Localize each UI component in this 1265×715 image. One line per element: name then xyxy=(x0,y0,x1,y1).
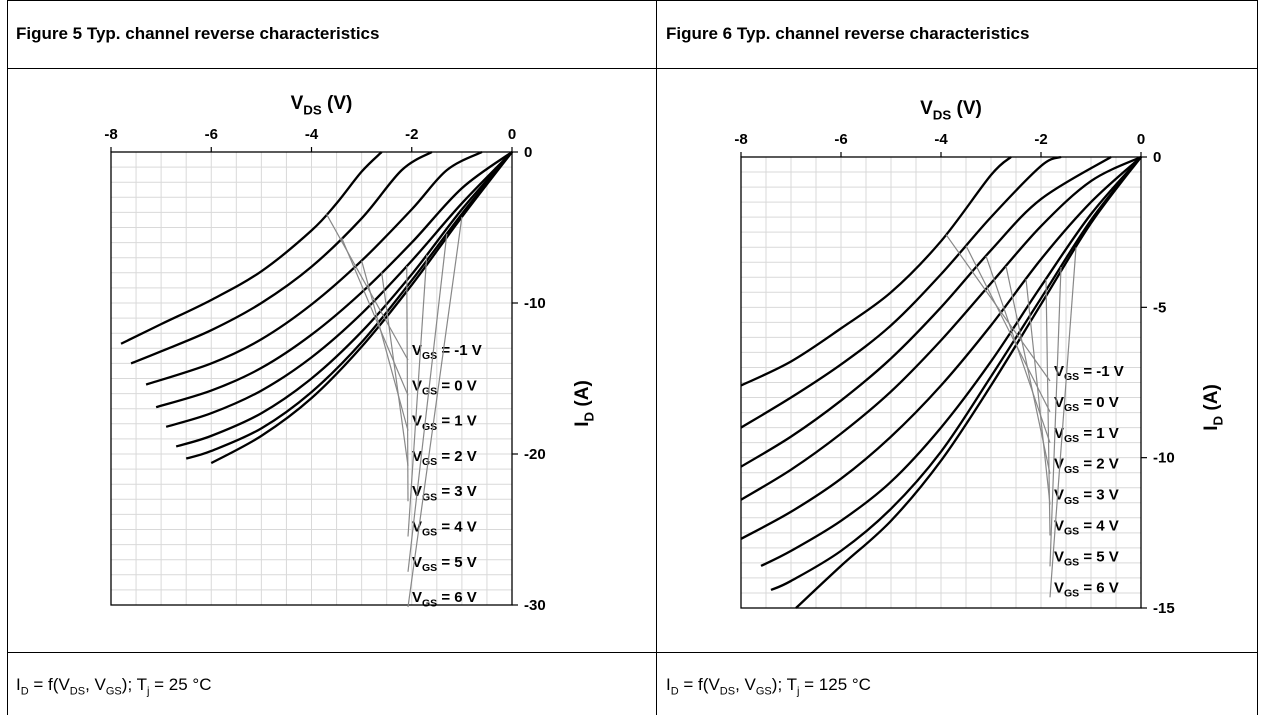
figure-6-caption: ID = f(VDS, VGS); Tj = 125 °C xyxy=(666,675,871,697)
figure-table: Figure 5 Typ. channel reverse characteri… xyxy=(7,0,1258,715)
caption-tail: ); T xyxy=(121,675,147,694)
caption-comma: , V xyxy=(735,675,756,694)
caption-vgs-sub: GS xyxy=(105,685,122,698)
caption-eq: = f(V xyxy=(28,675,70,694)
figure-5-header: Figure 5 Typ. channel reverse characteri… xyxy=(16,24,380,43)
table-border-right xyxy=(1257,0,1258,715)
caption-id: I xyxy=(666,675,671,694)
caption-id-sub: D xyxy=(20,685,29,698)
table-border-top xyxy=(7,0,1258,1)
caption-temp: = 125 °C xyxy=(799,675,871,694)
figure-5-caption: ID = f(VDS, VGS); Tj = 25 °C xyxy=(16,675,212,697)
table-border-left xyxy=(7,0,8,715)
figure-6-header: Figure 6 Typ. channel reverse characteri… xyxy=(666,24,1030,43)
caption-vds-sub: DS xyxy=(69,685,86,698)
caption-tj-sub: j xyxy=(146,685,150,698)
table-border-header xyxy=(7,68,1258,69)
caption-vgs-sub: GS xyxy=(755,685,772,698)
table-border-caption xyxy=(7,652,1258,653)
caption-vds-sub: DS xyxy=(719,685,736,698)
caption-id-sub: D xyxy=(670,685,679,698)
caption-id: I xyxy=(16,675,21,694)
caption-comma: , V xyxy=(85,675,106,694)
caption-temp: = 25 °C xyxy=(149,675,212,694)
table-border-middle xyxy=(656,0,657,715)
caption-eq: = f(V xyxy=(678,675,720,694)
caption-tj-sub: j xyxy=(796,685,800,698)
caption-tail: ); T xyxy=(771,675,797,694)
